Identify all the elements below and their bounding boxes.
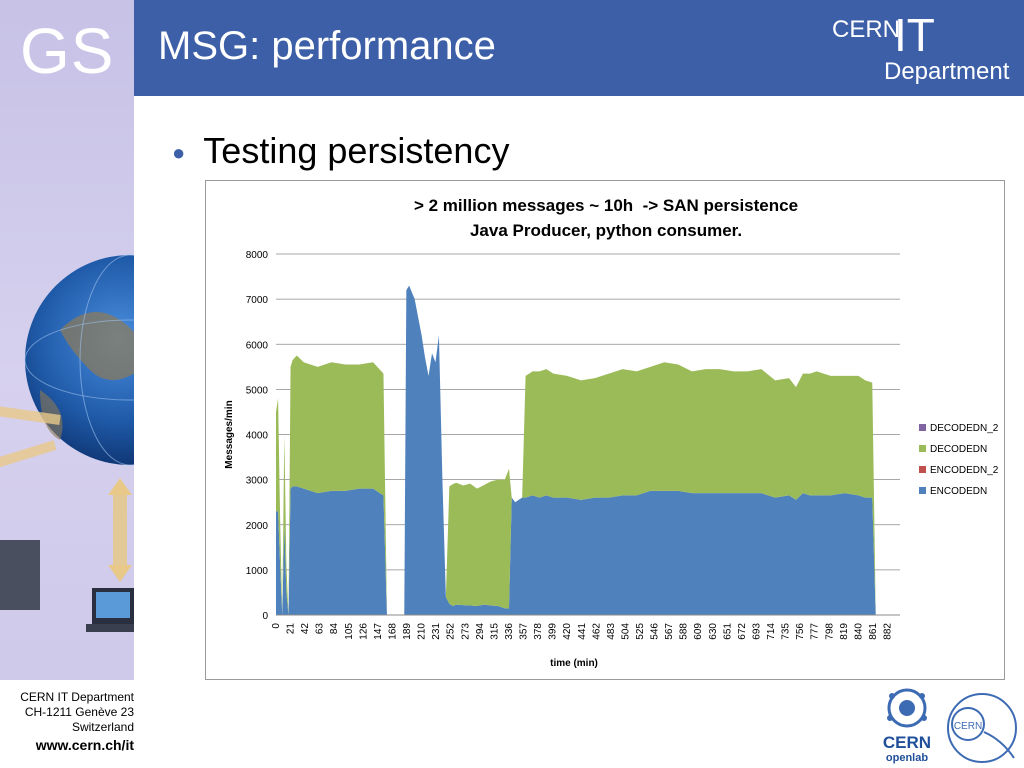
- footer-url-link[interactable]: www.cern.ch/it: [35, 737, 134, 753]
- x-tick-label: 840: [853, 623, 864, 640]
- x-tick-label: 798: [824, 623, 835, 640]
- logo-department-text: Department: [884, 58, 1010, 85]
- x-tick-label: 819: [839, 623, 850, 640]
- sidebar-decoration: GS: [0, 0, 134, 680]
- x-tick-label: 672: [737, 623, 748, 640]
- y-tick-label: 6000: [246, 340, 269, 351]
- logo-cern-text: CERN: [832, 16, 901, 43]
- legend-label: DECODEDN_2: [930, 423, 999, 434]
- footer-line-3: Switzerland: [71, 720, 134, 734]
- x-tick-label: 735: [781, 623, 792, 640]
- x-tick-label: 483: [606, 623, 617, 640]
- header-bar: MSG: performance CERN IT Department: [134, 0, 1024, 96]
- x-tick-label: 882: [883, 623, 894, 640]
- x-tick-label: 294: [475, 623, 486, 640]
- x-tick-label: 504: [620, 623, 631, 640]
- cern-logo: CERN: [947, 693, 1017, 763]
- legend-swatch-decodedn: [919, 445, 926, 452]
- footer-address: CERN IT Department CH-1211 Genève 23 Swi…: [0, 690, 134, 753]
- y-tick-label: 8000: [246, 250, 269, 261]
- legend-label: DECODEDN: [930, 444, 987, 455]
- cern-openlab-logo: CERN openlab: [883, 688, 931, 764]
- y-axis-label: Messages/min: [224, 400, 235, 468]
- x-tick-label: 567: [664, 623, 675, 640]
- x-tick-label: 84: [329, 623, 340, 635]
- footer-line-2: CH-1211 Genève 23: [24, 705, 134, 719]
- x-axis-label: time (min): [550, 658, 598, 669]
- chart-container: 0 1000 2000 3000 4000 5000 6000 7000 8000 0 21 42 63…: [205, 180, 1005, 680]
- x-tick-label: 525: [635, 623, 646, 640]
- x-tick-label: 210: [417, 623, 428, 640]
- cern-logo-text: CERN: [954, 721, 982, 732]
- x-tick-label: 651: [722, 623, 733, 640]
- gs-logo: GS: [20, 15, 115, 87]
- x-tick-label: 378: [533, 623, 544, 640]
- openlab-sub-text: openlab: [886, 752, 928, 764]
- x-tick-label: 21: [286, 623, 297, 635]
- slide-title: MSG: performance: [158, 24, 496, 68]
- x-tick-label: 714: [766, 623, 777, 640]
- x-tick-label: 126: [358, 623, 369, 640]
- series-area-encodedn: [276, 285, 900, 615]
- y-tick-label: 0: [262, 611, 268, 622]
- y-tick-label: 3000: [246, 476, 269, 487]
- cern-it-department-logo: CERN IT Department: [818, 9, 1018, 86]
- chart-plot: 0 1000 2000 3000 4000 5000 6000 7000 8000 0 21 42 63…: [224, 250, 999, 669]
- x-tick-label: 588: [679, 623, 690, 640]
- x-tick-label: 273: [460, 623, 471, 640]
- legend-swatch-decodedn_2: [919, 424, 926, 431]
- globe-illustration: [0, 254, 134, 632]
- x-tick-label: 630: [708, 623, 719, 640]
- y-tick-label: 4000: [246, 431, 269, 442]
- x-tick-label: 756: [795, 623, 806, 640]
- x-tick-label: 777: [810, 623, 821, 640]
- y-tick-label: 1000: [246, 566, 269, 577]
- bullet-text: Testing persistency: [203, 130, 510, 171]
- legend-label: ENCODEDN_2: [930, 465, 999, 476]
- x-tick-label: 546: [650, 623, 661, 640]
- openlab-cern-text: CERN: [883, 733, 931, 752]
- x-tick-label: 315: [489, 623, 500, 640]
- legend-swatch-encodedn: [919, 487, 926, 494]
- y-tick-label: 5000: [246, 385, 269, 396]
- chart-title-block: > 2 million messages ~ 10h -> SAN persis…: [206, 193, 1006, 243]
- x-tick-label: 399: [548, 623, 559, 640]
- x-tick-label: 147: [373, 623, 384, 640]
- legend-label: ENCODEDN: [930, 486, 987, 497]
- series-area-decodedn: [276, 285, 900, 615]
- x-tick-label: 0: [271, 623, 282, 629]
- x-tick-label: 63: [315, 623, 326, 635]
- y-tick-label: 7000: [246, 295, 269, 306]
- y-tick-label: 2000: [246, 521, 269, 532]
- x-tick-label: 42: [300, 623, 311, 635]
- x-tick-label: 861: [868, 623, 879, 640]
- footer-line-1: CERN IT Department: [20, 690, 134, 704]
- x-tick-label: 168: [387, 623, 398, 640]
- x-tick-label: 693: [751, 623, 762, 640]
- x-tick-label: 609: [693, 623, 704, 640]
- chart-subtitle: Java Producer, python consumer.: [469, 221, 743, 240]
- bullet-icon: ●: [172, 140, 186, 166]
- x-tick-label: 189: [402, 623, 413, 640]
- x-tick-label: 336: [504, 623, 515, 640]
- x-tick-label: 420: [562, 623, 573, 640]
- logo-it-text: IT: [894, 9, 935, 61]
- x-tick-label: 252: [446, 623, 457, 640]
- legend-swatch-encodedn_2: [919, 466, 926, 473]
- x-tick-label: 231: [431, 623, 442, 640]
- x-tick-label: 105: [344, 623, 355, 640]
- bullet-item: ● Testing persistency: [172, 130, 509, 172]
- x-tick-label: 462: [591, 623, 602, 640]
- x-tick-label: 441: [577, 623, 588, 640]
- x-tick-label: 357: [519, 623, 530, 640]
- chart-title: > 2 million messages ~ 10h -> SAN persis…: [413, 196, 799, 215]
